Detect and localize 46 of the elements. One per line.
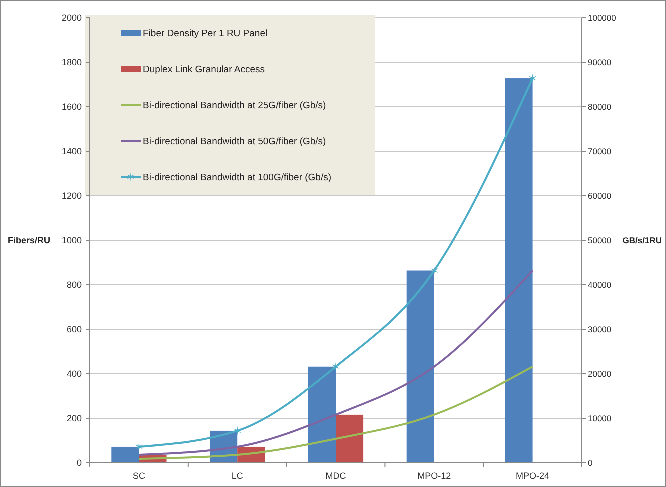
y2-tick-label: 10000 [588,413,612,424]
y-tick-label: 800 [66,280,82,290]
y-tick-label: 400 [66,369,82,380]
y2-tick-label: 20000 [588,368,612,379]
y-tick-label: 1400 [62,146,82,157]
y-tick-label: 0 [76,458,82,468]
line-series [138,270,534,456]
x-tick-label: SC [132,471,146,481]
y2-tick-label: 80000 [588,102,612,112]
y-tick-label: 2000 [62,13,82,24]
point [135,442,144,452]
bar [308,366,336,463]
y-tick-label: 1800 [62,58,82,68]
x-tick-label: LC [232,471,244,481]
y2-tick-label: 70000 [588,146,612,156]
x-tick-label: MPO-12 [418,471,452,481]
y-tick-label: 1600 [62,102,82,112]
legend-label: Bi-directional Bandwidth at 50G/fiber (Gb/s) [143,136,326,148]
y-axis-title: Fibers/RU [8,236,51,246]
y-tick-label: 600 [66,324,82,335]
y-tick-label: 1000 [62,236,82,246]
y2-tick-label: 90000 [588,57,612,68]
x-tick-label: MDC [326,471,347,481]
bar [505,78,533,463]
bar [406,270,434,463]
line-series [138,366,534,460]
legend-label: Duplex Link Granular Access [143,64,266,76]
y2-tick-label: 30000 [588,324,612,334]
y-tick-label: 1200 [62,191,82,202]
point [234,426,242,436]
y2-tick-label: 50000 [588,235,612,246]
point [332,362,340,372]
bar [112,446,140,463]
legend-label: Bi-directional Bandwidth at 100G/fiber (Gb/s) [143,172,332,184]
y2-axis-title: GB/s/1RU [622,235,662,246]
legend-label: Fiber Density Per 1 RU Panel [143,28,268,40]
x-tick-label: MPO-24 [516,471,550,481]
y2-tick-label: 40000 [588,280,612,290]
legend-label: Bi-directional Bandwidth at 25G/fiber (Gb/s) [143,100,326,112]
y2-tick-label: 100000 [588,12,617,23]
point [528,74,537,84]
point [430,266,438,276]
bar [336,414,364,463]
y2-tick-label: 60000 [588,190,612,201]
y2-tick-label: 0 [588,458,593,468]
y-tick-label: 200 [66,414,82,424]
